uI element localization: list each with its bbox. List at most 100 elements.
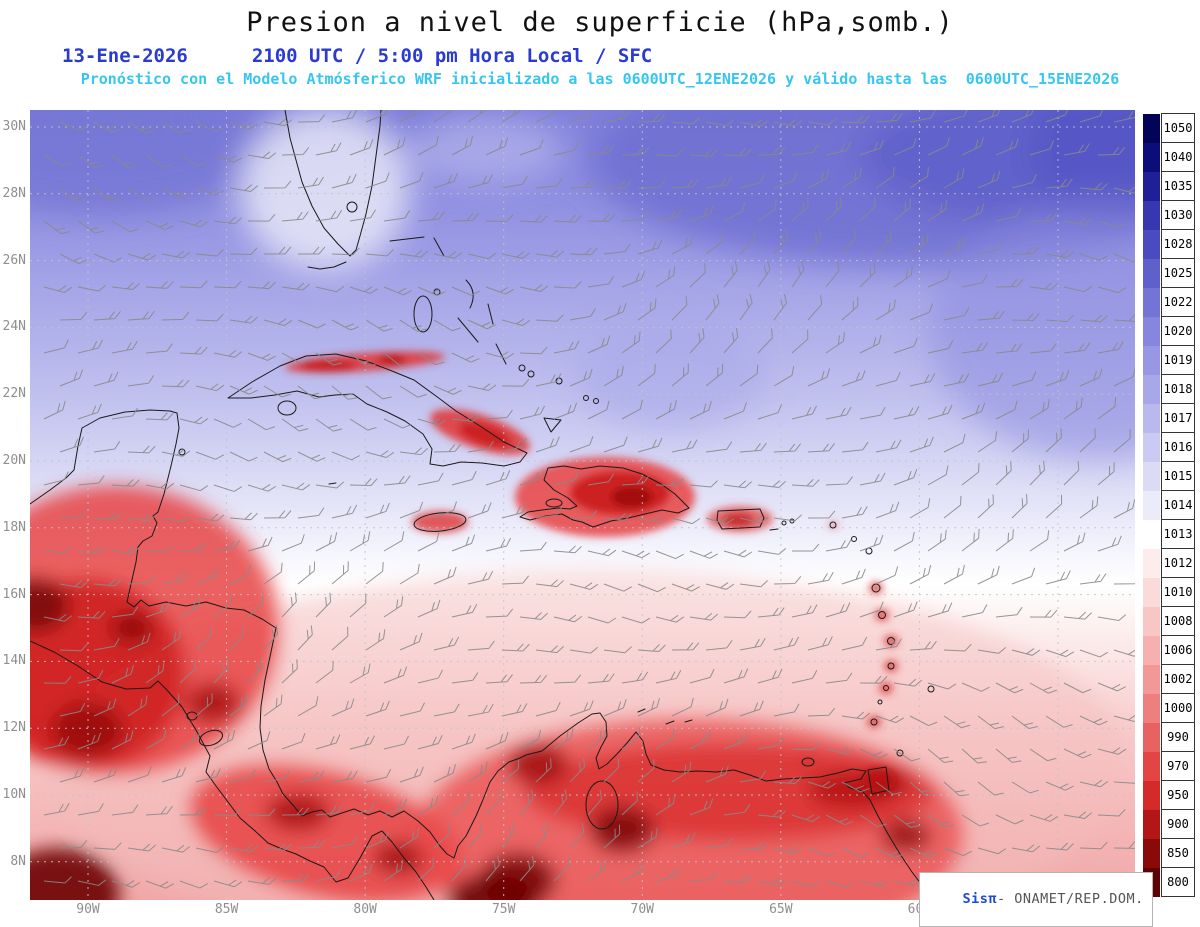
colorbar-level: 900 <box>1143 809 1195 839</box>
coast-grenada <box>870 718 878 726</box>
coast-cuba <box>227 353 528 467</box>
page-title: Presion a nivel de superficie (hPa,somb.… <box>246 7 954 38</box>
lat-label: 24N <box>2 319 26 335</box>
colorbar-swatch <box>1143 317 1160 346</box>
lon-label: 90W <box>76 902 100 917</box>
colorbar-swatch <box>1143 375 1160 404</box>
coast-south-america <box>453 712 933 900</box>
lat-label: 10N <box>2 787 26 802</box>
lat-label: 28N <box>2 185 26 201</box>
colorbar-level: 1014 <box>1143 490 1195 520</box>
coast-cayman <box>328 482 337 485</box>
coast-caicos <box>583 395 589 401</box>
colorbar-value: 1002 <box>1161 664 1195 694</box>
lat-label: 22N <box>2 386 26 402</box>
colorbar-level: 1040 <box>1143 142 1195 172</box>
colorbar-value: 1010 <box>1161 577 1195 607</box>
colorbar-swatch <box>1143 723 1160 752</box>
colorbar-value: 1020 <box>1161 316 1195 346</box>
colorbar-value: 1012 <box>1161 548 1195 578</box>
lat-label: 18N <box>2 519 26 535</box>
coast-st-vincent <box>883 685 889 691</box>
colorbar-value: 1014 <box>1161 490 1195 520</box>
coast-andros <box>413 295 433 333</box>
coast-virgin-1 <box>781 520 787 526</box>
latlon-grid <box>30 110 1135 900</box>
coast-florida-keys <box>307 261 347 270</box>
colorbar-value: 1006 <box>1161 635 1195 665</box>
lon-label: 75W <box>491 902 516 917</box>
colorbar-value: 1017 <box>1161 403 1195 433</box>
colorbar-swatch <box>1143 549 1160 578</box>
coast-barbados <box>927 685 935 693</box>
coast-margarita <box>801 757 815 767</box>
pressure-field-low <box>30 485 1130 900</box>
colorbar-level: 1015 <box>1143 461 1195 491</box>
coast-trinidad <box>867 766 890 795</box>
lon-label: 80W <box>353 902 377 917</box>
colorbar-value: 1030 <box>1161 200 1195 230</box>
pressure-field-islands <box>285 351 898 792</box>
colorbar: 1050 1040 1035 1030 1028 1025 1022 1020 1019 1018… <box>1143 113 1195 897</box>
colorbar-swatch <box>1143 172 1160 201</box>
colorbar-value: 950 <box>1161 780 1195 810</box>
credit-text: - ONAMET/REP.DOM. <box>997 891 1144 907</box>
colorbar-value: 1025 <box>1161 258 1195 288</box>
map-canvas <box>30 110 1135 900</box>
colorbar-value: 990 <box>1161 722 1195 752</box>
forecast-date: 13-Ene-2026 <box>62 45 188 67</box>
coast-tobago <box>896 749 904 757</box>
colorbar-swatch <box>1143 433 1160 462</box>
valid-time-line: 13-Ene-2026 2100 UTC / 5:00 pm Hora Loca… <box>62 45 652 67</box>
coast-exumas <box>457 317 479 343</box>
colorbar-level: 1019 <box>1143 345 1195 375</box>
lon-label: 85W <box>214 902 239 917</box>
coast-dominica <box>878 611 886 619</box>
coast-cozumel <box>178 448 186 456</box>
colorbar-swatch <box>1143 491 1160 520</box>
colorbar-value: 900 <box>1161 809 1195 839</box>
coast-central-america-caribbean <box>30 409 455 859</box>
coastlines <box>30 110 935 900</box>
lon-label: 65W <box>769 902 793 917</box>
colorbar-value: 1022 <box>1161 287 1195 317</box>
colorbar-level: 1018 <box>1143 374 1195 404</box>
colorbar-swatch <box>1143 810 1160 839</box>
coast-crooked <box>518 364 526 372</box>
colorbar-value: 1015 <box>1161 461 1195 491</box>
lat-label: 14N <box>2 653 26 669</box>
colorbar-level: 1008 <box>1143 606 1195 636</box>
colorbar-swatch <box>1143 230 1160 259</box>
coast-aruba <box>637 708 646 713</box>
colorbar-value: 1016 <box>1161 432 1195 462</box>
colorbar-swatch <box>1143 607 1160 636</box>
lake-nicaragua <box>198 729 224 747</box>
coast-st-lucia <box>887 662 895 670</box>
colorbar-level: 1012 <box>1143 548 1195 578</box>
lat-label: 16N <box>2 586 26 602</box>
colorbar-level: 950 <box>1143 780 1195 810</box>
lon-label: 70W <box>630 902 654 917</box>
colorbar-level: 1013 <box>1143 519 1195 549</box>
coast-eleuthera <box>465 279 474 309</box>
lat-label: 12N <box>2 720 26 736</box>
colorbar-value: 1035 <box>1161 171 1195 201</box>
colorbar-level: 1010 <box>1143 577 1195 607</box>
colorbar-level: 1028 <box>1143 229 1195 259</box>
coast-jamaica <box>413 512 467 532</box>
colorbar-level: 1016 <box>1143 432 1195 462</box>
colorbar-swatch <box>1143 752 1160 781</box>
colorbar-level: 1000 <box>1143 693 1195 723</box>
colorbar-swatch <box>1143 839 1160 868</box>
colorbar-swatch <box>1143 520 1160 549</box>
colorbar-value: 1028 <box>1161 229 1195 259</box>
lat-label: 8N <box>10 853 26 869</box>
colorbar-swatch <box>1143 578 1160 607</box>
pressure-field-high <box>30 110 1135 460</box>
colorbar-value: 1000 <box>1161 693 1195 723</box>
coast-central-america-pacific <box>30 640 435 900</box>
colorbar-level: 1030 <box>1143 200 1195 230</box>
colorbar-level: 1025 <box>1143 258 1195 288</box>
coast-grenadines <box>877 699 883 705</box>
